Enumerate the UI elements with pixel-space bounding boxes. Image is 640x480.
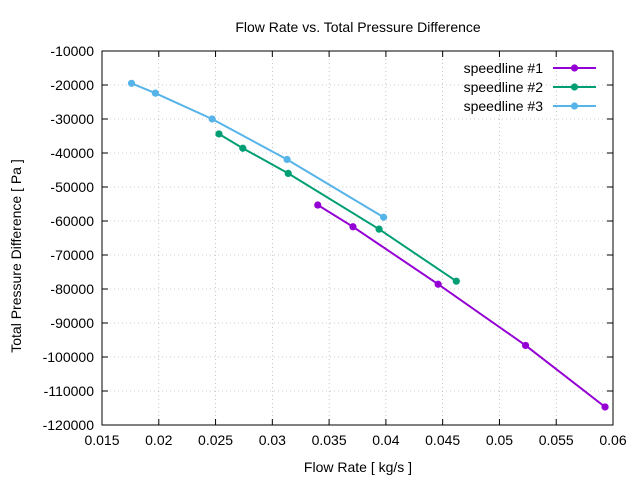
x-tick-label: 0.04: [372, 432, 399, 448]
data-point: [127, 79, 136, 87]
series-1: [314, 201, 609, 411]
y-tick-label: -20000: [50, 77, 94, 93]
data-point: [434, 280, 442, 288]
data-point: [452, 277, 460, 285]
axis-ticks: 0.015 0.02 0.025 0.03 0.035 0.04 0.045 0.05 0.05…: [43, 43, 627, 448]
legend-swatch-marker: [570, 102, 579, 110]
series-line: [317, 204, 606, 408]
x-tick-label: 0.055: [539, 432, 574, 448]
x-tick-label: 0.03: [259, 432, 286, 448]
data-point: [151, 89, 159, 97]
data-point: [314, 201, 322, 209]
y-tick-label: -120000: [43, 417, 95, 433]
data-point: [215, 130, 223, 138]
x-axis-label: Flow Rate [ kg/s ]: [304, 459, 412, 475]
legend-label: speedline #3: [464, 98, 544, 114]
y-axis-label: Total Pressure Difference [ Pa ]: [8, 159, 24, 353]
data-point: [521, 341, 530, 350]
y-tick-label: -10000: [50, 43, 94, 59]
x-tick-label: 0.02: [145, 432, 172, 448]
data-point: [283, 155, 291, 164]
chart-title: Flow Rate vs. Total Pressure Difference: [235, 19, 481, 35]
x-tick-label: 0.05: [486, 432, 513, 448]
legend-label: speedline #2: [464, 79, 544, 95]
legend-swatch-marker: [570, 64, 579, 72]
data-point: [284, 169, 292, 177]
y-tick-label: -60000: [50, 213, 94, 229]
series-2: [215, 130, 460, 285]
legend-item-3: speedline #3: [464, 98, 596, 114]
y-tick-label: -70000: [50, 247, 94, 263]
series-line: [218, 133, 457, 283]
legend-item-2: speedline #2: [464, 79, 596, 95]
y-tick-label: -100000: [43, 349, 95, 365]
series-area: [127, 79, 609, 411]
legend-label: speedline #1: [464, 60, 544, 76]
series-line: [131, 82, 385, 219]
data-point: [375, 225, 383, 233]
series-3: [127, 79, 388, 221]
data-point: [239, 144, 247, 152]
x-tick-label: 0.015: [84, 432, 119, 448]
y-tick-label: -40000: [50, 145, 94, 161]
x-tick-label: 0.035: [312, 432, 347, 448]
data-point: [349, 223, 357, 231]
y-tick-label: -50000: [50, 179, 94, 195]
y-tick-label: -30000: [50, 111, 94, 127]
y-tick-label: -110000: [44, 383, 95, 399]
x-tick-label: 0.06: [599, 432, 626, 448]
x-tick-label: 0.025: [198, 432, 233, 448]
legend: speedline #1 speedline #2 speedline #3: [464, 60, 596, 114]
plot-frame: [101, 50, 614, 426]
legend-item-1: speedline #1: [464, 60, 596, 76]
legend-swatch-marker: [570, 83, 579, 91]
data-point: [208, 115, 216, 123]
data-point: [601, 403, 609, 411]
x-tick-label: 0.045: [425, 432, 460, 448]
y-tick-label: -90000: [50, 315, 94, 331]
y-tick-label: -80000: [50, 281, 94, 297]
data-point: [380, 213, 388, 221]
